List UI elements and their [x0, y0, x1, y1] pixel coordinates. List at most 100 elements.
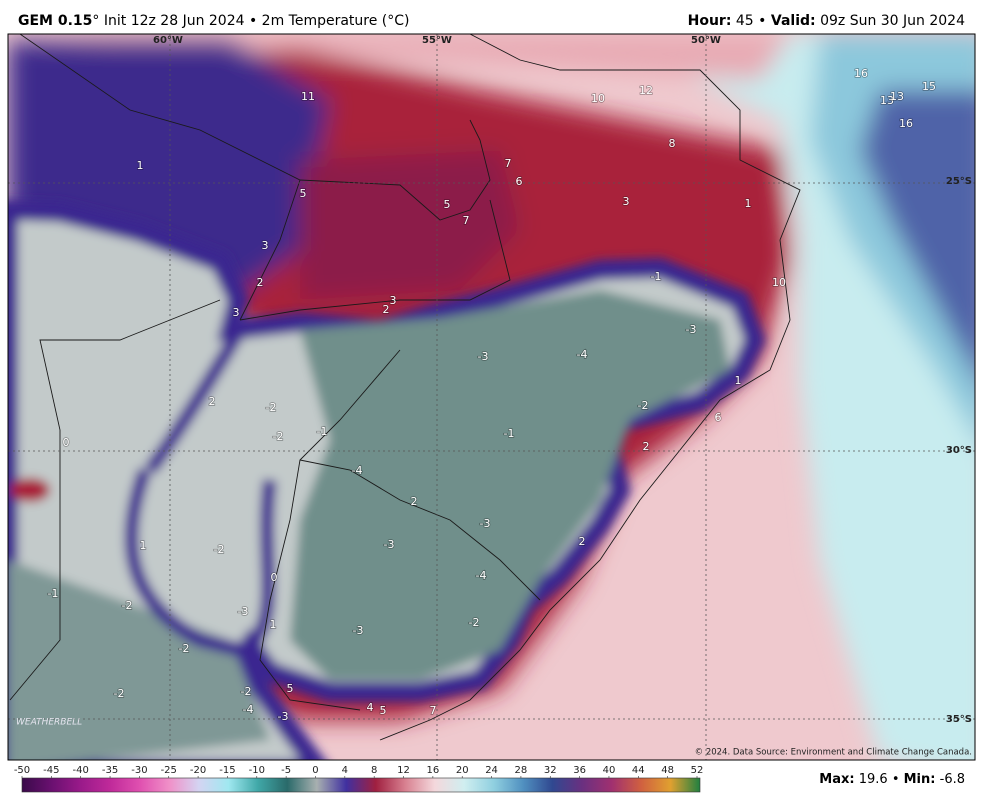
- point-label: -2: [114, 687, 125, 700]
- point-label: 15: [922, 80, 936, 93]
- point-label: -2: [638, 399, 649, 412]
- point-label: 2: [643, 440, 650, 453]
- point-label: -3: [686, 323, 697, 336]
- point-label: 4: [367, 701, 374, 714]
- point-label: 3: [233, 306, 240, 319]
- point-label: 3: [623, 195, 630, 208]
- point-label: 3: [262, 239, 269, 252]
- separator: •: [892, 772, 900, 787]
- point-label: 2: [209, 395, 216, 408]
- hour-label: Hour:: [688, 13, 732, 29]
- point-label: -1: [48, 587, 59, 600]
- point-label: 7: [430, 704, 437, 717]
- colorbar-tick-label: -45: [43, 765, 59, 776]
- header-rest: ° Init 12z 28 Jun 2024 • 2m Temperature …: [92, 13, 409, 29]
- lon-label: 60°W: [153, 35, 183, 46]
- lat-label: 25°S: [946, 176, 972, 187]
- colorbar-ticks: -50 -45 -40 -35 -30 -25 -20 -15 -10 -5 0 4 8 12 16 20 24…: [14, 765, 704, 778]
- point-label: 5: [287, 682, 294, 695]
- point-label: 11: [301, 90, 315, 103]
- point-label: -3: [478, 350, 489, 363]
- point-label: 13: [880, 94, 894, 107]
- point-label: 1: [745, 197, 752, 210]
- valid: 09z Sun 30 Jun 2024: [820, 13, 965, 29]
- max: 19.6: [859, 772, 888, 787]
- cold-region: [8, 199, 766, 760]
- logo: WEATHERBELL: [16, 718, 82, 728]
- colorbar-tick-label: -10: [249, 765, 265, 776]
- point-label: -2: [122, 599, 133, 612]
- colorbar-tick-label: -5: [281, 765, 291, 776]
- point-label: -3: [238, 605, 249, 618]
- point-label: -1: [317, 425, 328, 438]
- colorbar-tick-label: 44: [632, 765, 645, 776]
- point-label: 13: [890, 90, 904, 103]
- point-label: 3: [390, 294, 397, 307]
- point-label: -2: [266, 401, 277, 414]
- point-label: 1: [735, 374, 742, 387]
- colorbar-tick-label: -30: [131, 765, 147, 776]
- borders: [9, 34, 801, 741]
- point-label: 0: [63, 436, 70, 449]
- point-label: -2: [179, 642, 190, 655]
- point-label: 0: [271, 571, 278, 584]
- point-label: -4: [476, 569, 487, 582]
- graticule: [8, 34, 975, 760]
- point-label: 10: [772, 276, 786, 289]
- point-label: 16: [854, 67, 868, 80]
- point-label: 5: [300, 187, 307, 200]
- point-label: -3: [384, 538, 395, 551]
- point-label: -4: [577, 348, 588, 361]
- point-label: 16: [899, 117, 913, 130]
- point-label: 12: [639, 84, 653, 97]
- colorbar-tick-label: 20: [456, 765, 469, 776]
- model: GEM 0.15: [18, 13, 92, 29]
- point-label: 1: [137, 159, 144, 172]
- point-label: 1: [270, 618, 277, 631]
- separator: •: [758, 13, 766, 29]
- colorbar-tick-label: 8: [371, 765, 377, 776]
- credit: © 2024. Data Source: Environment and Cli…: [695, 748, 972, 758]
- point-label: -3: [278, 710, 289, 723]
- colorbar-tick-label: 4: [342, 765, 348, 776]
- colorbar-tick-label: 12: [397, 765, 410, 776]
- point-label: -2: [273, 430, 284, 443]
- point-label: 6: [516, 175, 523, 188]
- point-label: 8: [669, 137, 676, 150]
- colorbar-tick-label: 48: [661, 765, 674, 776]
- lat-label: 30°S: [946, 445, 972, 456]
- point-label: -4: [243, 703, 254, 716]
- min: -6.8: [940, 772, 965, 787]
- point-label: 7: [463, 214, 470, 227]
- point-label: 2: [257, 276, 264, 289]
- point-label: 5: [380, 704, 387, 717]
- point-label: 1: [140, 539, 147, 552]
- colorbar-tick-label: 32: [544, 765, 557, 776]
- point-label: -2: [241, 685, 252, 698]
- lat-label: 35°S: [946, 714, 972, 725]
- point-label: 7: [505, 157, 512, 170]
- point-label: 10: [591, 92, 605, 105]
- point-label: 2: [383, 303, 390, 316]
- point-label: 2: [579, 535, 586, 548]
- colorbar-tick-label: 24: [485, 765, 498, 776]
- point-label: 6: [715, 411, 722, 424]
- point-label: -3: [480, 517, 491, 530]
- colorbar-tick-label: 36: [573, 765, 586, 776]
- colorbar-tick-label: 28: [515, 765, 528, 776]
- point-label: -1: [651, 270, 662, 283]
- colorbar-tick-label: -40: [73, 765, 89, 776]
- colorbar-tick-label: 16: [427, 765, 440, 776]
- colorbar-tick-label: 40: [603, 765, 616, 776]
- colorbar-tick-label: 52: [691, 765, 704, 776]
- colorbar-tick-label: -15: [219, 765, 235, 776]
- point-label: -2: [214, 543, 225, 556]
- header-right: Hour: 45 • Valid: 09z Sun 30 Jun 2024: [688, 13, 965, 29]
- colorbar: [21, 777, 701, 793]
- min-label: Min:: [904, 772, 936, 787]
- point-label: -2: [469, 616, 480, 629]
- max-label: Max:: [819, 772, 854, 787]
- point-label: 5: [444, 198, 451, 211]
